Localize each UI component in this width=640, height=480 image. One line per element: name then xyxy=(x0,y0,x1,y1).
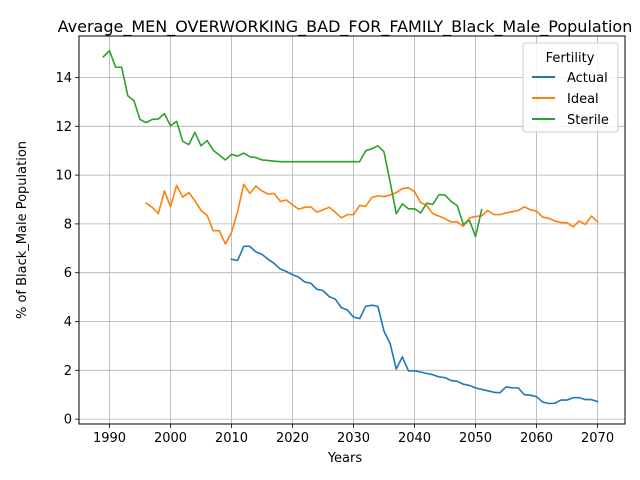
x-tick-label: 2010 xyxy=(215,431,248,446)
x-tick-label: 2020 xyxy=(276,431,309,446)
y-tick-label: 2 xyxy=(64,364,72,379)
x-tick-label: 2030 xyxy=(337,431,370,446)
legend-label-actual: Actual xyxy=(567,71,608,86)
x-axis: 1990 2000 2010 2020 2030 2040 2050 2060 2070 xyxy=(93,424,614,446)
y-tick-label: 14 xyxy=(55,71,72,86)
legend-title: Fertility xyxy=(546,51,595,66)
series-line-sterile xyxy=(102,49,483,238)
series-line-actual xyxy=(230,245,599,405)
y-axis-label: % of Black_Male Population xyxy=(15,141,30,319)
x-tick-label: 2000 xyxy=(154,431,187,446)
y-tick-label: 6 xyxy=(64,266,72,281)
x-tick-label: 2070 xyxy=(581,431,614,446)
x-axis-label: Years xyxy=(327,451,363,466)
x-tick-label: 2060 xyxy=(520,431,553,446)
x-tick-label: 1990 xyxy=(93,431,126,446)
series-layer xyxy=(102,49,599,405)
legend-box xyxy=(522,42,619,133)
plot-frame xyxy=(78,35,626,425)
y-axis: 0 2 4 6 8 10 12 14 xyxy=(55,71,79,428)
y-tick-label: 12 xyxy=(55,120,72,135)
legend-label-ideal: Ideal xyxy=(567,92,599,107)
x-tick-label: 2040 xyxy=(398,431,431,446)
y-tick-label: 10 xyxy=(55,169,72,184)
chart-title: Average_MEN_OVERWORKING_BAD_FOR_FAMILY_B… xyxy=(58,17,633,37)
y-tick-label: 8 xyxy=(64,217,72,232)
y-tick-label: 4 xyxy=(64,315,72,330)
y-tick-label: 0 xyxy=(64,413,72,428)
series-line-ideal xyxy=(144,183,599,245)
x-tick-label: 2050 xyxy=(459,431,492,446)
legend-label-sterile: Sterile xyxy=(567,113,609,128)
legend: Fertility Actual Ideal Sterile xyxy=(522,42,619,133)
